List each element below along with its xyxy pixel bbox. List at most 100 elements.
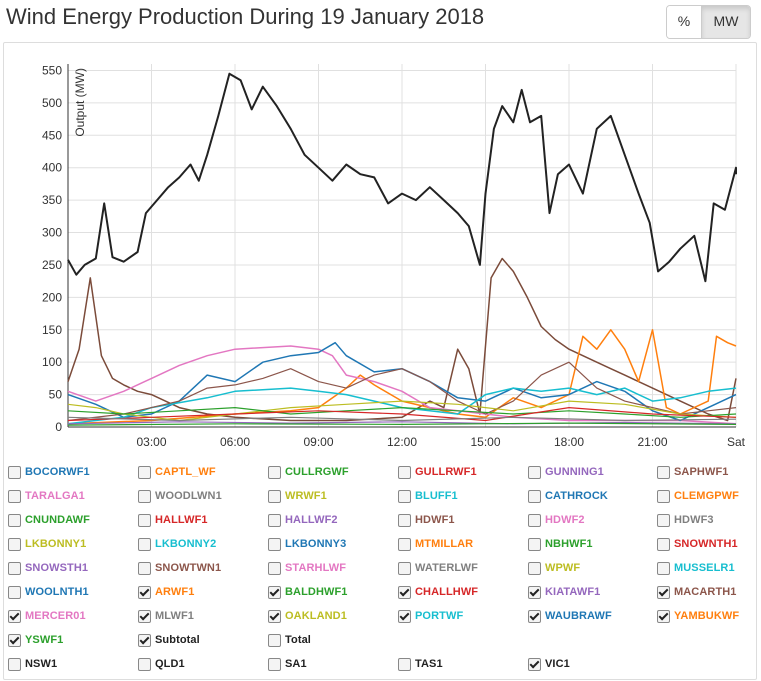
station-checkbox-mtmillar[interactable]: MTMILLAR: [398, 534, 473, 554]
checkbox-icon[interactable]: [8, 561, 21, 575]
station-checkbox-hdwf1[interactable]: HDWF1: [398, 510, 455, 530]
checkbox-icon[interactable]: [398, 465, 411, 479]
checkbox-icon[interactable]: [138, 465, 151, 479]
station-checkbox-clemgpwf[interactable]: CLEMGPWF: [657, 486, 739, 506]
station-checkbox-cnundawf[interactable]: CNUNDAWF: [8, 510, 90, 530]
checkbox-icon[interactable]: [8, 609, 21, 623]
station-checkbox-bluff1[interactable]: BLUFF1: [398, 486, 458, 506]
checkbox-icon[interactable]: [657, 585, 670, 599]
checkbox-icon[interactable]: [268, 513, 281, 527]
checkbox-icon[interactable]: [8, 633, 21, 647]
checkbox-icon[interactable]: [528, 657, 541, 671]
checkbox-icon[interactable]: [657, 489, 670, 503]
checkbox-icon[interactable]: [268, 585, 281, 599]
station-checkbox-mercer01[interactable]: MERCER01: [8, 606, 86, 626]
station-checkbox-oakland1[interactable]: OAKLAND1: [268, 606, 347, 626]
checkbox-icon[interactable]: [8, 537, 21, 551]
checkbox-icon[interactable]: [8, 513, 21, 527]
station-checkbox-yswf1[interactable]: YSWF1: [8, 630, 63, 650]
station-checkbox-hallwf1[interactable]: HALLWF1: [138, 510, 208, 530]
checkbox-icon[interactable]: [8, 585, 21, 599]
station-checkbox-subtotal[interactable]: Subtotal: [138, 630, 200, 650]
station-checkbox-hdwf2[interactable]: HDWF2: [528, 510, 585, 530]
checkbox-icon[interactable]: [657, 609, 670, 623]
station-checkbox-woodlwn1[interactable]: WOODLWN1: [138, 486, 222, 506]
station-checkbox-arwf1[interactable]: ARWF1: [138, 582, 194, 602]
checkbox-icon[interactable]: [268, 561, 281, 575]
station-checkbox-yambukwf[interactable]: YAMBUKWF: [657, 606, 739, 626]
checkbox-icon[interactable]: [528, 465, 541, 479]
checkbox-icon[interactable]: [398, 609, 411, 623]
station-checkbox-macarth1[interactable]: MACARTH1: [657, 582, 737, 602]
station-checkbox-nbhwf1[interactable]: NBHWF1: [528, 534, 593, 554]
checkbox-icon[interactable]: [528, 537, 541, 551]
checkbox-icon[interactable]: [528, 609, 541, 623]
station-checkbox-bocorwf1[interactable]: BOCORWF1: [8, 462, 90, 482]
percent-button[interactable]: %: [667, 6, 702, 38]
station-checkbox-cullrgwf[interactable]: CULLRGWF: [268, 462, 349, 482]
checkbox-icon[interactable]: [657, 465, 670, 479]
station-checkbox-sa1[interactable]: SA1: [268, 654, 307, 674]
checkbox-icon[interactable]: [268, 465, 281, 479]
checkbox-icon[interactable]: [398, 657, 411, 671]
mw-button[interactable]: MW: [702, 6, 750, 38]
station-checkbox-lkbonny3[interactable]: LKBONNY3: [268, 534, 346, 554]
station-checkbox-challhwf[interactable]: CHALLHWF: [398, 582, 478, 602]
station-checkbox-kiatawf1[interactable]: KIATAWF1: [528, 582, 600, 602]
checkbox-icon[interactable]: [138, 537, 151, 551]
checkbox-icon[interactable]: [138, 657, 151, 671]
checkbox-icon[interactable]: [528, 489, 541, 503]
station-checkbox-qld1[interactable]: QLD1: [138, 654, 185, 674]
checkbox-icon[interactable]: [138, 561, 151, 575]
checkbox-icon[interactable]: [657, 537, 670, 551]
station-checkbox-gullrwf1[interactable]: GULLRWF1: [398, 462, 477, 482]
checkbox-icon[interactable]: [138, 489, 151, 503]
checkbox-icon[interactable]: [398, 489, 411, 503]
checkbox-icon[interactable]: [528, 585, 541, 599]
station-checkbox-vic1[interactable]: VIC1: [528, 654, 570, 674]
station-checkbox-starhlwf[interactable]: STARHLWF: [268, 558, 346, 578]
station-checkbox-snownth1[interactable]: SNOWNTH1: [657, 534, 738, 554]
checkbox-icon[interactable]: [398, 537, 411, 551]
station-checkbox-lkbonny1[interactable]: LKBONNY1: [8, 534, 86, 554]
checkbox-icon[interactable]: [138, 609, 151, 623]
checkbox-icon[interactable]: [268, 609, 281, 623]
station-checkbox-gunning1[interactable]: GUNNING1: [528, 462, 604, 482]
checkbox-icon[interactable]: [8, 489, 21, 503]
checkbox-icon[interactable]: [138, 513, 151, 527]
station-checkbox-hdwf3[interactable]: HDWF3: [657, 510, 714, 530]
station-checkbox-wpwf[interactable]: WPWF: [528, 558, 580, 578]
station-checkbox-taralga1[interactable]: TARALGA1: [8, 486, 85, 506]
station-checkbox-hallwf2[interactable]: HALLWF2: [268, 510, 338, 530]
station-checkbox-musselr1[interactable]: MUSSELR1: [657, 558, 735, 578]
checkbox-icon[interactable]: [398, 561, 411, 575]
station-checkbox-mlwf1[interactable]: MLWF1: [138, 606, 194, 626]
station-checkbox-waubrawf[interactable]: WAUBRAWF: [528, 606, 612, 626]
station-checkbox-woolnth1[interactable]: WOOLNTH1: [8, 582, 89, 602]
checkbox-icon[interactable]: [268, 489, 281, 503]
checkbox-icon[interactable]: [268, 537, 281, 551]
checkbox-icon[interactable]: [138, 585, 151, 599]
station-checkbox-saphwf1[interactable]: SAPHWF1: [657, 462, 728, 482]
checkbox-icon[interactable]: [268, 657, 281, 671]
station-checkbox-wrwf1[interactable]: WRWF1: [268, 486, 327, 506]
station-checkbox-captl_wf[interactable]: CAPTL_WF: [138, 462, 216, 482]
checkbox-icon[interactable]: [398, 585, 411, 599]
station-checkbox-snowtwn1[interactable]: SNOWTWN1: [138, 558, 221, 578]
station-checkbox-nsw1[interactable]: NSW1: [8, 654, 57, 674]
checkbox-icon[interactable]: [138, 633, 151, 647]
station-checkbox-lkbonny2[interactable]: LKBONNY2: [138, 534, 216, 554]
checkbox-icon[interactable]: [8, 465, 21, 479]
checkbox-icon[interactable]: [528, 513, 541, 527]
station-checkbox-tas1[interactable]: TAS1: [398, 654, 443, 674]
checkbox-icon[interactable]: [268, 633, 281, 647]
checkbox-icon[interactable]: [398, 513, 411, 527]
checkbox-icon[interactable]: [8, 657, 21, 671]
station-checkbox-baldhwf1[interactable]: BALDHWF1: [268, 582, 348, 602]
station-checkbox-waterlwf[interactable]: WATERLWF: [398, 558, 478, 578]
station-checkbox-portwf[interactable]: PORTWF: [398, 606, 463, 626]
checkbox-icon[interactable]: [657, 561, 670, 575]
station-checkbox-total[interactable]: Total: [268, 630, 311, 650]
checkbox-icon[interactable]: [657, 513, 670, 527]
checkbox-icon[interactable]: [528, 561, 541, 575]
